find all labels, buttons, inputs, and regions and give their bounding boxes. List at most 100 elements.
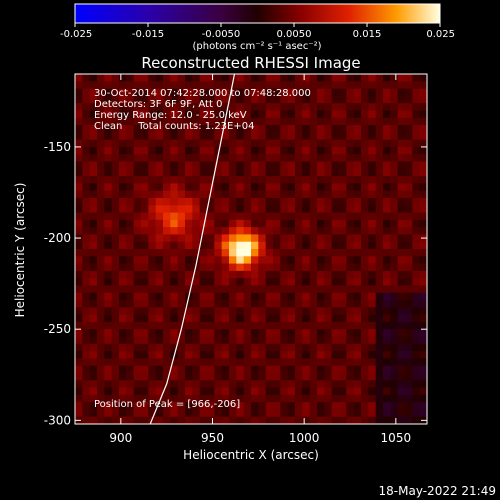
heatmap-cell — [111, 146, 120, 155]
heatmap-cell — [177, 365, 186, 374]
heatmap-cell — [324, 285, 333, 294]
x-axis-ticks: 900 950 1000 1050 — [109, 74, 411, 445]
heatmap-cell — [214, 110, 223, 119]
heatmap-cell — [133, 95, 142, 104]
heatmap-cell — [258, 183, 267, 192]
heatmap-cell — [324, 234, 333, 243]
heatmap-cell — [317, 227, 325, 235]
heatmap-cell — [82, 81, 91, 89]
heatmap-cell — [287, 168, 296, 177]
heatmap-cell — [214, 168, 223, 177]
heatmap-cell — [353, 219, 362, 228]
heatmap-cell — [75, 154, 83, 162]
heatmap-cell — [111, 263, 120, 272]
heatmap-cell — [412, 351, 421, 359]
heatmap-cell — [405, 205, 413, 213]
heatmap-cell — [287, 409, 296, 418]
heatmap-cell — [405, 394, 413, 403]
heatmap-cell — [361, 292, 369, 301]
heatmap-cell — [265, 110, 274, 119]
heatmap-cell — [192, 205, 201, 213]
heatmap-cell — [236, 351, 245, 359]
heatmap-cell — [104, 103, 113, 111]
heatmap-cell — [405, 402, 413, 410]
heatmap-cell — [346, 409, 355, 418]
heatmap-cell — [119, 270, 127, 279]
heatmap-cell — [324, 176, 333, 184]
heatmap-cell — [185, 329, 193, 337]
heatmap-cell — [199, 132, 208, 141]
heatmap-cell — [280, 409, 289, 418]
heatmap-cell — [199, 146, 208, 155]
heatmap-cell — [324, 409, 333, 418]
heatmap-cell — [405, 161, 413, 170]
heatmap-cell — [177, 416, 186, 424]
heatmap-cell — [412, 358, 421, 367]
heatmap-cell — [405, 278, 413, 286]
heatmap-cell — [192, 227, 201, 235]
heatmap-cell — [375, 234, 384, 243]
heatmap-cell — [368, 183, 377, 192]
heatmap-cell — [148, 300, 157, 308]
heatmap-cell — [214, 351, 223, 359]
heatmap-cell — [236, 190, 245, 199]
heatmap-cell — [251, 117, 259, 126]
heatmap-cell — [280, 125, 289, 133]
heatmap-cell — [295, 416, 303, 424]
heatmap-cell — [361, 161, 369, 170]
heatmap-cell — [111, 387, 120, 396]
heatmap-cell — [89, 365, 98, 374]
heatmap-cell — [412, 190, 421, 199]
heatmap-cell — [412, 74, 421, 82]
heatmap-cell — [339, 314, 347, 323]
heatmap-cell — [163, 292, 171, 301]
heatmap-cell — [170, 402, 179, 410]
heatmap-cell — [133, 351, 142, 359]
heatmap-cell — [236, 74, 245, 82]
heatmap-cell — [104, 307, 113, 316]
heatmap-cell — [214, 358, 223, 367]
heatmap-cell — [97, 263, 105, 272]
heatmap-cell — [295, 314, 303, 323]
heatmap-cell — [353, 351, 362, 359]
heatmap-cell — [251, 227, 259, 235]
heatmap-cell — [273, 219, 281, 228]
heatmap-cell — [346, 380, 355, 388]
heatmap-cell — [243, 249, 252, 257]
heatmap-cell — [104, 387, 113, 396]
heatmap-cell — [89, 212, 98, 221]
heatmap-cell — [97, 329, 105, 337]
heatmap-cell — [309, 256, 318, 264]
heatmap-cell — [170, 154, 179, 162]
heatmap-cell — [119, 161, 127, 170]
heatmap-cell — [405, 285, 413, 294]
heatmap-cell — [119, 409, 127, 418]
heatmap-cell — [236, 249, 245, 257]
heatmap-cell — [229, 409, 237, 418]
heatmap-cell — [119, 278, 127, 286]
heatmap-cell — [119, 132, 127, 141]
heatmap-cell — [141, 292, 149, 301]
heatmap-cell — [368, 416, 377, 424]
heatmap-cell — [353, 285, 362, 294]
heatmap-cell — [148, 81, 157, 89]
heatmap-cell — [163, 161, 171, 170]
heatmap-cell — [111, 81, 120, 89]
heatmap-cell — [141, 270, 149, 279]
heatmap-cell — [199, 380, 208, 388]
heatmap-cell — [185, 161, 193, 170]
heatmap-cell — [75, 125, 83, 133]
heatmap-cell — [155, 278, 164, 286]
heatmap-cell — [148, 307, 157, 316]
heatmap-cell — [317, 190, 325, 199]
heatmap-cell — [324, 358, 333, 367]
heatmap-cell — [361, 110, 369, 119]
heatmap-cell — [346, 190, 355, 199]
heatmap-cell — [170, 394, 179, 403]
heatmap-cell — [309, 234, 318, 243]
heatmap-cell — [309, 81, 318, 89]
heatmap-cell — [221, 256, 230, 264]
heatmap-cell — [126, 387, 135, 396]
heatmap-cell — [221, 278, 230, 286]
heatmap-cell — [309, 146, 318, 155]
